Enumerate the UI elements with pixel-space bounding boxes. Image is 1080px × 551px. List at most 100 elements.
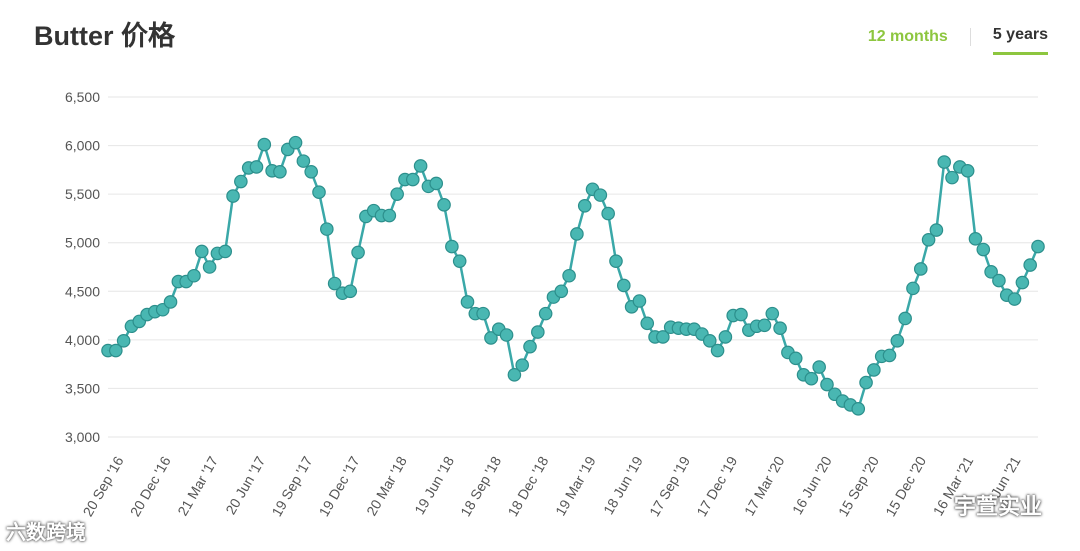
data-point [898,311,912,326]
data-point [116,334,131,348]
data-point [570,227,584,241]
data-point [523,339,537,354]
data-point [632,294,647,308]
data-point [437,198,451,212]
x-tick-label: 19 Sep '17 [268,453,315,519]
x-tick-label: 20 Sep '16 [79,453,126,519]
data-point [656,330,670,344]
data-point [304,165,318,179]
data-point [538,306,553,321]
data-point [929,223,944,237]
y-tick-label: 6,000 [65,138,100,154]
data-point [710,343,725,358]
data-point [890,334,905,348]
data-point [163,295,178,309]
data-point [851,402,866,416]
data-point [445,239,459,254]
data-point [882,348,897,363]
data-point [640,316,655,331]
data-point [327,276,342,291]
y-tick-label: 5,000 [65,235,100,251]
data-point [702,334,717,348]
data-point [859,375,873,390]
x-tick-label: 20 Mar '18 [363,453,410,518]
data-point [413,159,428,173]
x-tick-label: 19 Mar '19 [552,453,599,518]
data-point [960,164,975,178]
tab-12-months[interactable]: 12 months [867,27,948,45]
data-point [601,206,615,221]
data-point [343,284,358,299]
data-point [1015,275,1030,290]
data-point [234,174,248,189]
data-point [577,199,592,213]
data-point [609,254,623,268]
data-point [405,172,420,187]
data-point [593,188,608,202]
data-point [992,273,1006,288]
data-point [820,377,834,392]
data-point [554,284,569,299]
data-point [452,254,467,268]
data-point [531,325,545,339]
data-point [765,306,780,321]
x-tick-label: 18 Dec '18 [504,453,551,519]
data-point [273,165,287,179]
data-point [390,187,404,201]
data-point [1007,292,1022,306]
x-tick-label: 17 Dec '19 [693,453,740,519]
data-point [296,154,311,168]
data-point [312,185,326,199]
y-tick-label: 6,500 [65,89,100,105]
data-point [788,351,803,366]
data-point [429,176,444,191]
y-tick-label: 4,500 [65,283,100,299]
data-point [984,265,998,279]
data-point [921,233,936,247]
data-point [382,208,397,223]
data-point [257,137,272,152]
watermark-right: 宇萱实业 [953,494,1042,519]
data-point [913,262,928,276]
data-point [773,321,787,335]
data-point [718,330,733,344]
data-point [562,268,576,283]
data-point [476,306,490,321]
y-tick-label: 4,000 [65,332,100,348]
data-point [804,371,819,386]
data-point [867,363,881,377]
x-tick-label: 17 Sep '19 [646,453,693,519]
data-point [757,318,772,333]
data-point [109,343,123,358]
data-point [734,307,748,322]
data-point [351,245,365,260]
data-point [187,268,201,283]
data-point [812,360,826,374]
data-point [288,135,303,150]
x-tick-label: 19 Dec '17 [316,453,363,519]
data-point [460,295,475,309]
data-point [906,281,920,296]
data-point [226,189,240,203]
range-tabs: 12 months 5 years [868,26,1048,55]
data-point [202,260,217,274]
x-tick-label: 21 Mar '17 [174,453,221,518]
data-point [484,331,498,345]
x-tick-label: 20 Dec '16 [127,453,174,519]
data-point [320,222,334,236]
tab-divider [969,27,971,46]
data-point [499,328,514,342]
page-title: Butter 价格 [34,21,175,51]
x-tick-label: 20 Jun '17 [222,453,268,517]
data-point [218,244,233,259]
data-point [249,160,264,174]
data-point [194,244,209,259]
data-point [1031,239,1045,254]
data-point [976,242,991,257]
x-tick-label: 15 Sep '20 [835,453,882,519]
data-point [968,232,983,246]
watermark-left: 六数跨境 [6,522,86,544]
tab-5-years[interactable]: 5 years [992,26,1048,55]
x-tick-label: 18 Sep '18 [457,453,504,519]
